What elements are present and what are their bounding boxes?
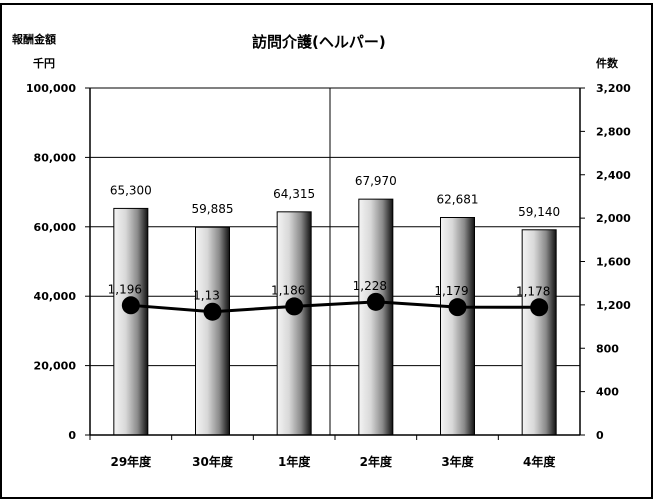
line-value-label: 1,178: [516, 284, 550, 298]
right-tick-label: 2,000: [596, 212, 631, 225]
line-data-labels: 1,196 1,13 1,186 1,228 1,179 1,178: [108, 279, 551, 303]
right-tick-label: 1,200: [596, 299, 631, 312]
line-point: [285, 297, 304, 316]
chart-title: 訪問介護(ヘルパー): [252, 33, 386, 51]
axes: [89, 88, 581, 436]
left-tick-label: 100,000: [26, 82, 76, 95]
line-point: [530, 298, 549, 317]
bar-value-label: 59,140: [518, 205, 560, 219]
category-label: 4年度: [523, 454, 556, 469]
left-tick-label: 20,000: [34, 360, 77, 373]
line-value-label: 1,186: [271, 283, 305, 297]
right-tick-label: 3,200: [596, 82, 631, 95]
right-tick-label: 2,400: [596, 169, 631, 182]
left-axis-label: 報酬金額: [12, 32, 56, 46]
right-tick-label: 400: [596, 386, 619, 399]
line-point: [203, 302, 222, 321]
bar-series: [113, 198, 557, 436]
bar-value-label: 65,300: [110, 183, 152, 197]
line-series: [121, 292, 549, 321]
bar: [358, 198, 394, 436]
category-label: 3年度: [441, 454, 474, 469]
right-axis-label: 件数: [596, 56, 619, 70]
line-value-label: 1,179: [434, 284, 468, 298]
line-value-label: 1,228: [353, 279, 387, 293]
right-tick-label: 2,800: [596, 125, 631, 138]
bar-value-label: 59,885: [192, 202, 234, 216]
category-label: 2年度: [360, 454, 393, 469]
left-tick-label: 60,000: [34, 221, 77, 234]
bar-value-label: 67,970: [355, 174, 397, 188]
line-value-label: 1,196: [108, 282, 142, 296]
line-point: [121, 296, 140, 315]
right-tick-label: 800: [596, 342, 619, 355]
right-tick-label: 0: [596, 429, 604, 442]
left-tick-label: 0: [68, 429, 76, 442]
line-point: [448, 298, 467, 317]
line-point: [366, 292, 385, 311]
bar: [276, 211, 312, 436]
gridlines: [90, 87, 580, 435]
left-axis-unit: 千円: [33, 56, 55, 70]
left-tick-label: 40,000: [34, 290, 77, 303]
left-axis-ticks: 0 20,000 40,000 60,000 80,000 100,000: [26, 82, 90, 442]
bar: [195, 226, 230, 436]
category-label: 30年度: [192, 454, 234, 469]
bar: [440, 216, 475, 436]
bar-data-labels: 65,300 59,885 64,315 67,970 62,681 59,140: [110, 174, 560, 219]
right-tick-label: 1,600: [596, 256, 631, 269]
line-path: [130, 300, 540, 314]
bar: [113, 207, 149, 436]
category-label: 29年度: [110, 454, 152, 469]
left-tick-label: 80,000: [34, 151, 77, 164]
line-value-label: 1,13: [193, 289, 220, 303]
bar-value-label: 64,315: [273, 187, 315, 201]
bar: [521, 229, 557, 436]
right-axis-ticks: 0 400 800 1,200 1,600 2,000 2,400 2,800 3,200: [580, 82, 631, 442]
category-labels: 29年度 30年度 1年度 2年度 3年度 4年度: [89, 435, 556, 469]
category-label: 1年度: [278, 454, 311, 469]
bar-value-label: 62,681: [437, 192, 479, 206]
